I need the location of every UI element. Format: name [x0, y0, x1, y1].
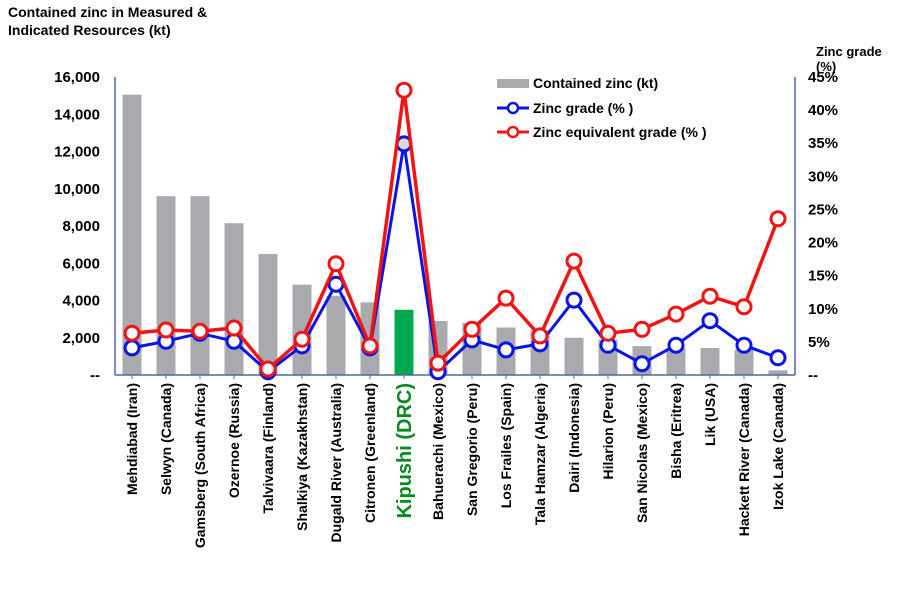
bar — [394, 309, 414, 375]
zinc-equivalent-point — [701, 287, 719, 305]
legend-label-bar: Contained zinc (kt) — [533, 75, 658, 91]
category-label: Kipushi (DRC) — [394, 383, 416, 519]
category-label: San Gregorio (Peru) — [464, 383, 480, 516]
zinc-equivalent-point — [429, 354, 447, 372]
bar — [224, 223, 244, 375]
category-label: Izok Lake (Canada) — [770, 383, 786, 510]
right-tick-label: 45% — [808, 69, 838, 86]
legend-swatch-bar — [497, 79, 529, 88]
left-tick-label: 4,000 — [62, 293, 100, 310]
legend-swatch-marker — [506, 125, 520, 139]
zinc-grade-point — [123, 339, 141, 357]
line-series — [123, 81, 787, 381]
bar — [292, 284, 312, 375]
legend-label-line: Zinc grade (% ) — [533, 100, 633, 116]
zinc-equivalent-point — [463, 320, 481, 338]
bar — [326, 295, 346, 375]
left-tick-label: 8,000 — [62, 218, 100, 235]
category-label: Bahuerachi (Mexico) — [430, 383, 446, 520]
category-label: Selwyn (Canada) — [158, 383, 174, 495]
zinc-equivalent-point — [667, 305, 685, 323]
category-label: Hackett River (Canada) — [736, 383, 752, 536]
legend-label-line: Zinc equivalent grade (% ) — [533, 124, 706, 140]
category-label: Ozernoe (Russia) — [226, 383, 242, 498]
right-tick-label: 5% — [808, 334, 830, 351]
right-axis-title: Zinc grade (%) — [816, 44, 882, 74]
zinc-equivalent-point — [225, 319, 243, 337]
left-tick-label: 12,000 — [54, 144, 100, 161]
category-label: Dairi (Indonesia) — [566, 383, 582, 493]
category-label: Lik (USA) — [702, 383, 718, 446]
zinc-grade-point — [769, 349, 787, 367]
zinc-equivalent-point — [293, 330, 311, 348]
zinc-equivalent-point — [157, 321, 175, 339]
category-label: Tala Hamzar (Algeria) — [532, 383, 548, 525]
legend-swatch-marker — [506, 101, 520, 115]
zinc-grade-point — [667, 336, 685, 354]
left-tick-label: -- — [90, 367, 100, 384]
zinc-equivalent-point — [327, 255, 345, 273]
right-tick-label: 30% — [808, 168, 838, 185]
left-tick-label: 16,000 — [54, 69, 100, 86]
right-tick-label: 25% — [808, 201, 838, 218]
zinc-equivalent-point — [531, 327, 549, 345]
zinc-equivalent-point — [565, 252, 583, 270]
zinc-grade-point — [497, 341, 515, 359]
right-tick-label: 10% — [808, 301, 838, 318]
bar — [122, 94, 142, 375]
axes — [114, 77, 796, 379]
right-tick-label: -- — [808, 367, 818, 384]
category-label: San Nicolas (Mexico) — [634, 383, 650, 523]
zinc-grade-point — [633, 355, 651, 373]
bar — [190, 196, 210, 375]
category-labels: Mehdiabad (Iran) Selwyn (Canada) Gamsberg … — [124, 383, 786, 548]
zinc-equivalent-point — [633, 320, 651, 338]
category-label: Mehdiabad (Iran) — [124, 383, 140, 495]
zinc-equivalent-point — [599, 324, 617, 342]
bar — [768, 370, 788, 375]
left-tick-label: 6,000 — [62, 255, 100, 272]
zinc-equivalent-point — [259, 360, 277, 378]
tick-labels: -- 2,000 4,000 6,000 8,000 10,000 12,000 14,000… — [54, 69, 838, 384]
left-tick-label: 14,000 — [54, 106, 100, 123]
category-label: Shalkiya (Kazakhstan) — [294, 383, 310, 531]
zinc-grade-point — [701, 312, 719, 330]
category-label: Gamsberg (South Africa) — [192, 383, 208, 548]
right-tick-label: 20% — [808, 235, 838, 252]
category-label: Bisha (Eritrea) — [668, 383, 684, 479]
bar — [734, 349, 754, 375]
bar — [700, 347, 720, 375]
zinc-equivalent-point — [123, 324, 141, 342]
zinc-equivalent-point — [735, 298, 753, 316]
category-label: Dugald River (Australia) — [328, 383, 344, 542]
zinc-equivalent-point — [361, 337, 379, 355]
right-tick-label: 15% — [808, 268, 838, 285]
zinc-equivalent-point — [395, 81, 413, 99]
category-label: Hilarion (Peru) — [600, 383, 616, 479]
zinc-equivalent-point — [769, 210, 787, 228]
legend: Contained zinc (kt) Zinc grade (% ) Zinc e… — [497, 75, 706, 140]
left-axis-title: Contained zinc in Measured & Indicated R… — [8, 4, 208, 38]
right-tick-label: 40% — [808, 102, 838, 119]
zinc-grade-point — [565, 291, 583, 309]
bar — [666, 347, 686, 375]
category-label: Citronen (Greenland) — [362, 383, 378, 523]
left-tick-label: 2,000 — [62, 330, 100, 347]
left-tick-label: 10,000 — [54, 181, 100, 198]
category-label: Los Frailes (Spain) — [498, 383, 514, 508]
zinc-equivalent-point — [497, 289, 515, 307]
bar — [258, 253, 278, 375]
bar — [564, 337, 584, 375]
category-label: Talvivaara (Finland) — [260, 383, 276, 513]
zinc-grade-point — [735, 336, 753, 354]
zinc-equivalent-point — [191, 322, 209, 340]
right-tick-label: 35% — [808, 135, 838, 152]
